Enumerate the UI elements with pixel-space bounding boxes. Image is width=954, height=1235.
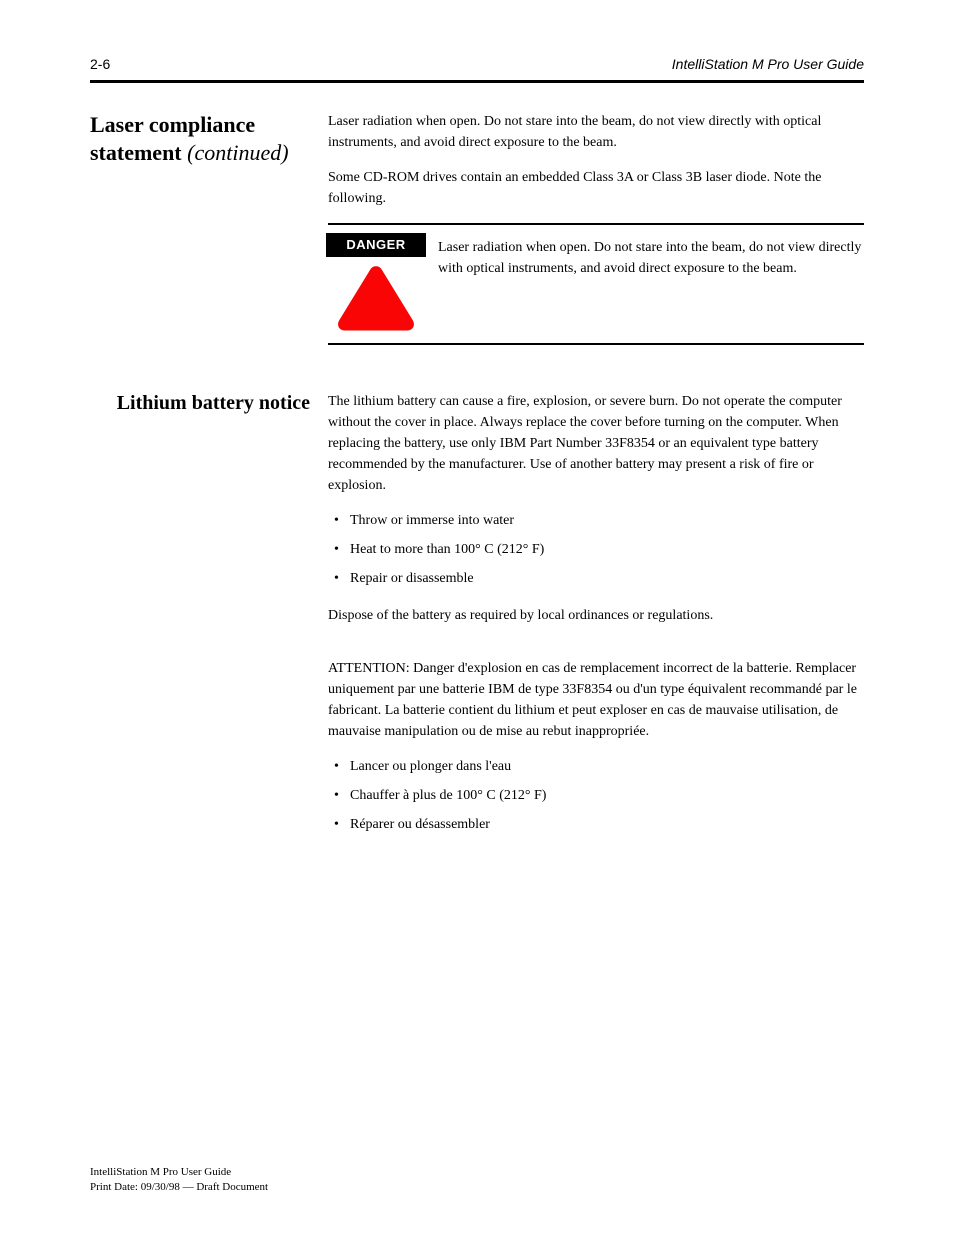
heading-text-continued: (continued) <box>187 140 288 165</box>
page-footer: IntelliStation M Pro User Guide Print Da… <box>90 1165 864 1195</box>
laser-para-2: Some CD-ROM drives contain an embedded C… <box>328 167 864 209</box>
lithium-french-intro: ATTENTION: Danger d'explosion en cas de … <box>328 658 864 742</box>
header-title: IntelliStation M Pro User Guide <box>672 56 864 72</box>
danger-label: DANGER <box>326 233 426 257</box>
section-lithium-heading-col: Lithium battery notice <box>90 391 328 851</box>
list-item: Chauffer à plus de 100° C (212° F) <box>328 785 864 806</box>
lithium-french-bullet-list: Lancer ou plonger dans l'eau Chauffer à … <box>328 756 864 835</box>
lithium-disposal: Dispose of the battery as required by lo… <box>328 605 864 626</box>
section-laser: Laser compliance statement (continued) L… <box>90 111 864 367</box>
footer-line-1: IntelliStation M Pro User Guide <box>90 1165 864 1180</box>
danger-warning-box: DANGER Laser radiation when open. Do not… <box>328 223 864 345</box>
section-laser-heading-col: Laser compliance statement (continued) <box>90 111 328 367</box>
warning-triangle-icon <box>335 263 417 333</box>
list-item: Throw or immerse into water <box>328 510 864 531</box>
laser-para-1: Laser radiation when open. Do not stare … <box>328 111 864 153</box>
list-item: Lancer ou plonger dans l'eau <box>328 756 864 777</box>
section-lithium-body: The lithium battery can cause a fire, ex… <box>328 391 864 851</box>
footer-line-2: Print Date: 09/30/98 — Draft Document <box>90 1180 864 1195</box>
list-item: Réparer ou désassembler <box>328 814 864 835</box>
lithium-intro: The lithium battery can cause a fire, ex… <box>328 391 864 496</box>
lithium-bullet-list: Throw or immerse into water Heat to more… <box>328 510 864 589</box>
section-lithium: Lithium battery notice The lithium batte… <box>90 391 864 851</box>
section-lithium-heading: Lithium battery notice <box>90 391 310 415</box>
page-container: 2-6 IntelliStation M Pro User Guide Lase… <box>0 0 954 1235</box>
list-item: Heat to more than 100° C (212° F) <box>328 539 864 560</box>
page-number: 2-6 <box>90 56 110 72</box>
danger-symbol: DANGER <box>328 233 424 333</box>
header-rule <box>90 80 864 83</box>
page-header: 2-6 IntelliStation M Pro User Guide <box>90 56 864 72</box>
section-laser-body: Laser radiation when open. Do not stare … <box>328 111 864 367</box>
warning-triangle-path <box>338 266 414 330</box>
section-laser-heading: Laser compliance statement (continued) <box>90 111 310 166</box>
list-item: Repair or disassemble <box>328 568 864 589</box>
danger-warning-text: Laser radiation when open. Do not stare … <box>438 233 864 279</box>
